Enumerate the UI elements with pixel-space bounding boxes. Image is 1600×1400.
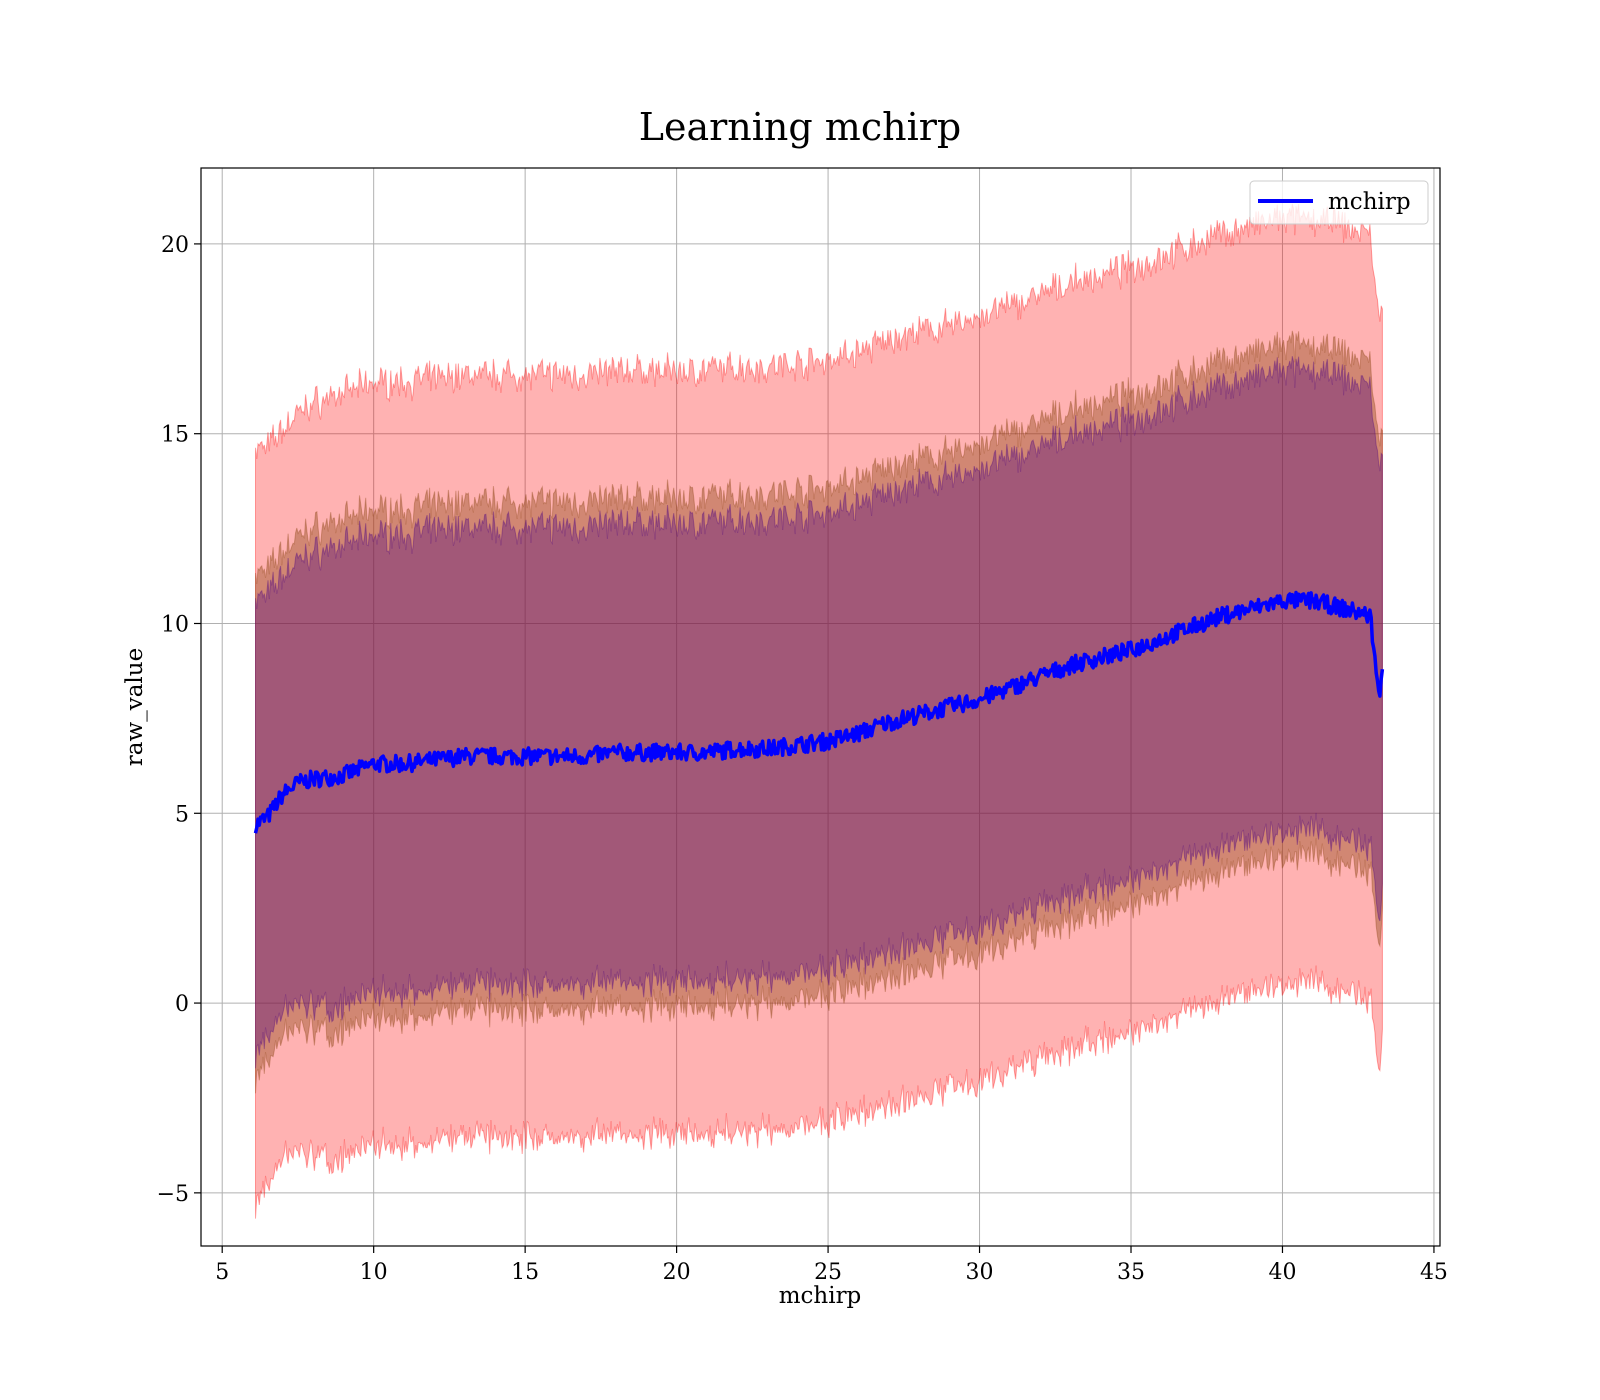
x-tick-label: 45 — [1420, 1260, 1448, 1285]
y-tick-label: −5 — [157, 1182, 189, 1207]
x-axis-ticks: 5 10 15 20 25 30 35 40 45 — [215, 1246, 1448, 1285]
x-axis-label: mchirp — [779, 1283, 862, 1309]
chart-title: Learning mchirp — [639, 105, 961, 149]
y-tick-label: 15 — [161, 423, 189, 448]
grid-lines — [201, 168, 1440, 1246]
plot-frame — [200, 167, 1441, 1247]
band-3-sigma — [255, 203, 1383, 1219]
x-tick-label: 10 — [360, 1260, 388, 1285]
y-axis-ticks: −5 0 5 10 15 20 — [157, 233, 201, 1207]
x-tick-label: 5 — [215, 1260, 229, 1285]
x-tick-label: 20 — [663, 1260, 691, 1285]
confidence-bands — [255, 203, 1383, 1219]
legend-label: mchirp — [1328, 189, 1411, 215]
legend: mchirp — [1249, 180, 1429, 225]
x-tick-label: 25 — [814, 1260, 842, 1285]
y-tick-label: 20 — [161, 233, 189, 258]
y-tick-label: 5 — [175, 802, 189, 827]
y-tick-label: 0 — [175, 992, 189, 1017]
series-line-mchirp — [253, 590, 1385, 834]
y-axis-label: raw_value — [122, 648, 148, 766]
band-2-sigma — [255, 330, 1383, 1094]
x-tick-label: 35 — [1117, 1260, 1145, 1285]
band-1-sigma — [255, 356, 1383, 1069]
mean-line-group — [253, 590, 1385, 834]
x-tick-label: 15 — [511, 1260, 539, 1285]
x-tick-label: 40 — [1268, 1260, 1296, 1285]
legend-box — [1249, 180, 1429, 225]
y-tick-label: 10 — [161, 612, 189, 637]
x-tick-label: 30 — [966, 1260, 994, 1285]
